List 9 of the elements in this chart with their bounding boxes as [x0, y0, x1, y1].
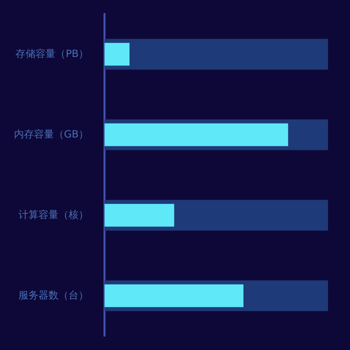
y-tick-label: 服务器数（台）	[18, 289, 89, 302]
y-tick-label: 计算容量（核）	[18, 208, 89, 221]
bar	[104, 284, 244, 308]
y-tick-label: 内存容量（GB）	[14, 128, 89, 140]
y-tick-label: 存储容量（PB）	[16, 48, 89, 60]
bar	[104, 123, 288, 146]
bar	[104, 42, 130, 66]
bar	[104, 204, 174, 227]
bar	[104, 38, 328, 70]
